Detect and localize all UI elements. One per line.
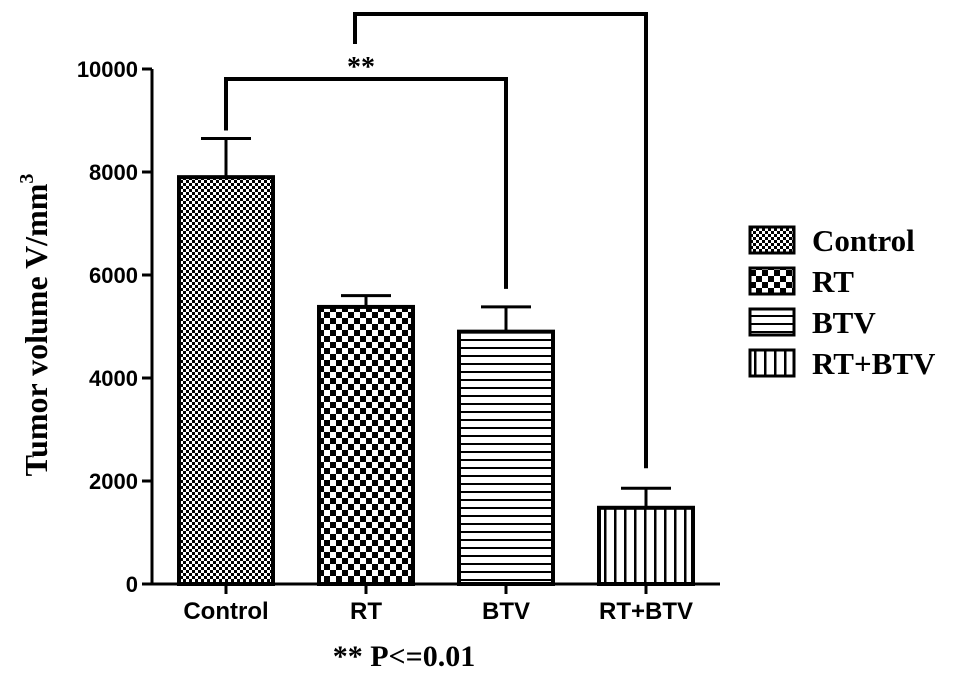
legend-label: RT (812, 264, 854, 299)
x-tick-label: RT (350, 598, 382, 625)
y-tick-label: 6000 (89, 263, 138, 288)
y-tick-label: 0 (126, 572, 138, 597)
y-tick-label: 8000 (89, 160, 138, 185)
legend-label: BTV (812, 305, 876, 340)
legend: Control RT BTV RT+BTV (748, 223, 936, 381)
y-axis-title-superscript: 3 (16, 174, 38, 184)
bar-control (177, 175, 275, 586)
footnote: ** P<=0.01 (333, 640, 476, 673)
bars (177, 175, 695, 586)
legend-swatch (748, 307, 796, 337)
x-ticks: Control RT BTV RT+BTV (183, 584, 693, 625)
bar-rt (317, 304, 415, 586)
y-ticks: 0 2000 4000 6000 8000 10000 (77, 57, 152, 597)
legend-swatch (748, 225, 796, 255)
x-tick-label: Control (183, 598, 268, 625)
bar-rt-btv (597, 505, 695, 586)
legend-label: RT+BTV (812, 346, 936, 381)
legend-label: Control (812, 223, 915, 258)
legend-swatch (748, 266, 796, 296)
error-bars (201, 137, 671, 508)
significance-brackets: ** (224, 12, 648, 469)
significance-bracket-control-rt-btv (353, 12, 648, 469)
significance-label: ** (347, 52, 375, 83)
significance-bracket-control-btv (224, 77, 508, 289)
y-tick-label: 4000 (89, 366, 138, 391)
x-tick-label: BTV (482, 598, 530, 625)
y-tick-label: 10000 (77, 57, 138, 82)
x-tick-label: RT+BTV (599, 598, 693, 625)
y-tick-label: 2000 (89, 469, 138, 494)
y-axis-title: Tumor volume V/mm3 (16, 174, 54, 477)
y-axis-title-text: Tumor volume V/mm (18, 183, 54, 476)
legend-swatch (748, 348, 796, 378)
bar-btv (457, 329, 555, 586)
